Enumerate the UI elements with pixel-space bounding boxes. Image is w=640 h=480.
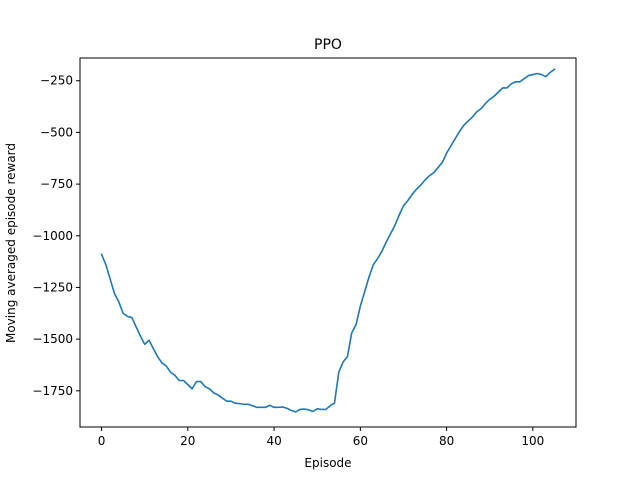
y-tick-label: −750 xyxy=(40,177,73,191)
axes-frame xyxy=(79,57,577,428)
x-tick-label: 80 xyxy=(439,434,454,448)
chart-title: PPO xyxy=(314,37,342,53)
y-tick-label: −250 xyxy=(40,74,73,88)
y-axis-label: Moving averaged episode reward xyxy=(4,143,18,343)
plot-area xyxy=(79,57,577,428)
x-tick-label: 0 xyxy=(98,434,106,448)
x-tick-label: 40 xyxy=(266,434,281,448)
series-line-0 xyxy=(100,68,556,413)
y-axis-ticks: −1750 −1500 −1250 −1000 −750 −500 −250 xyxy=(32,74,80,398)
y-tick-label: −500 xyxy=(40,125,73,139)
x-tick-label: 60 xyxy=(353,434,368,448)
y-tick-label: −1250 xyxy=(32,280,73,294)
y-tick-label: −1750 xyxy=(32,384,73,398)
x-axis-label: Episode xyxy=(304,456,351,470)
x-tick-label: 20 xyxy=(180,434,195,448)
x-axis-ticks: 0 20 40 60 80 100 xyxy=(98,427,544,448)
y-tick-label: −1000 xyxy=(32,229,73,243)
x-tick-label: 100 xyxy=(521,434,544,448)
y-tick-label: −1500 xyxy=(32,332,73,346)
